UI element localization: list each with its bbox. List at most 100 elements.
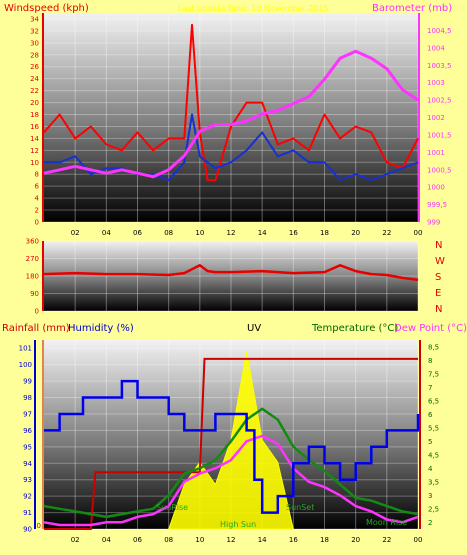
wind-x-tick-label: 10 <box>195 229 204 237</box>
weather-x-tick-label: 18 <box>320 536 329 544</box>
weather-x-tick-label: 20 <box>351 536 360 544</box>
barometer-y-tick-label: 999,5 <box>427 201 447 209</box>
temperature-axis-title: Temperature (°C) <box>311 323 398 334</box>
wind-plot-area <box>44 13 418 222</box>
wind-y-tick-label: 6 <box>35 183 40 191</box>
wind-y-tick-label: 4 <box>35 195 40 203</box>
temperature-y-tick-label: 7,5 <box>428 370 439 378</box>
high-sun-label: High Sun <box>220 520 256 529</box>
temperature-y-tick-label: 4 <box>428 465 433 473</box>
direction-y-tick-label: 360 <box>26 238 39 246</box>
compass-letter-e: E <box>435 288 441 299</box>
wind-y-tick-label: 32 <box>30 27 39 35</box>
wind-x-tick-label: 22 <box>382 229 391 237</box>
temperature-y-tick-label: 5 <box>428 438 432 446</box>
humidity-y-tick-label: 100 <box>19 361 32 369</box>
humidity-y-tick-label: 95 <box>23 443 32 451</box>
dewpoint-axis-title: Dew Point (°C) <box>394 323 467 334</box>
compass-letter-w: W <box>435 256 445 267</box>
wind-y-tick-label: 28 <box>30 51 39 59</box>
direction-plot-area <box>44 241 418 311</box>
temperature-y-tick-label: 5,5 <box>428 424 439 432</box>
wind-x-tick-label: 18 <box>320 229 329 237</box>
weather-x-tick-label: 02 <box>71 536 80 544</box>
barometer-y-tick-label: 1001 <box>427 149 445 157</box>
wind-y-tick-label: 34 <box>30 15 39 23</box>
wind-y-tick-label: 8 <box>35 171 39 179</box>
moon-rise-label: Moon Rise <box>366 518 407 527</box>
wind-y-tick-label: 18 <box>30 111 39 119</box>
direction-y-tick-label: 0 <box>35 308 39 316</box>
sunset-label: SunSet <box>286 503 314 512</box>
wind-x-tick-label: 20 <box>351 229 360 237</box>
compass-letter-n-top: N <box>435 240 442 251</box>
wind-y-tick-label: 26 <box>30 63 39 71</box>
humidity-y-tick-label: 96 <box>23 427 32 435</box>
humidity-y-tick-label: 98 <box>23 394 32 402</box>
humidity-y-tick-label: 90 <box>23 526 32 534</box>
temperature-y-tick-label: 3,5 <box>428 478 439 486</box>
wind-x-tick-label: 12 <box>227 229 236 237</box>
wind-x-tick-label: 00 <box>414 229 423 237</box>
compass-letter-n-bottom: N <box>435 304 442 315</box>
weather-x-tick-label: 06 <box>133 536 142 544</box>
temperature-y-tick-label: 6,5 <box>428 397 439 405</box>
temperature-y-tick-label: 7 <box>428 384 432 392</box>
barometer-y-tick-label: 1004,5 <box>427 27 452 35</box>
temperature-y-tick-label: 8,5 <box>428 343 439 351</box>
wind-y-tick-label: 12 <box>30 147 39 155</box>
direction-y-tick-label: 270 <box>26 255 39 263</box>
weather-x-tick-label: 14 <box>258 536 267 544</box>
weather-x-tick-label: 12 <box>227 536 236 544</box>
temperature-y-tick-label: 8 <box>428 357 432 365</box>
wind-speed-line <box>44 113 419 182</box>
weather-x-tick-label: 22 <box>382 536 391 544</box>
wind-x-tick-label: 14 <box>258 229 267 237</box>
weather-x-tick-label: 10 <box>195 536 204 544</box>
last-update-title: Last update time: 10 November 2015 <box>178 4 329 13</box>
barometer-y-tick-label: 1002,5 <box>427 97 452 105</box>
wind-direction-line <box>43 264 419 282</box>
wind-x-tick-label: 16 <box>289 229 298 237</box>
weather-x-tick-label: 16 <box>289 536 298 544</box>
rainfall-line <box>44 357 418 530</box>
wind-x-tick-label: 06 <box>133 229 142 237</box>
windspeed-axis-title: Windspeed (kph) <box>4 3 89 14</box>
direction-y-tick-label: 180 <box>26 273 39 281</box>
rain-y-tick-label: 0 <box>37 522 41 530</box>
humidity-y-tick-label: 91 <box>23 509 32 517</box>
dewpoint-line <box>43 434 419 527</box>
wind-y-tick-label: 10 <box>30 159 39 167</box>
temperature-y-tick-label: 4,5 <box>428 451 439 459</box>
temperature-line <box>43 407 419 519</box>
wind-y-tick-label: 22 <box>30 87 39 95</box>
temperature-y-tick-label: 2 <box>428 519 432 527</box>
humidity-y-tick-label: 101 <box>19 345 32 353</box>
barometer-y-tick-label: 999 <box>427 219 440 227</box>
direction-y-tick-label: 90 <box>30 290 39 298</box>
barometer-y-tick-label: 1003,5 <box>427 62 452 70</box>
barometer-y-tick-label: 1001,5 <box>427 131 452 139</box>
wind-y-tick-label: 24 <box>30 75 39 83</box>
compass-letters: N W S E N <box>435 240 445 315</box>
barometer-y-tick-label: 1003 <box>427 79 445 87</box>
wind-y-tick-label: 0 <box>35 219 39 227</box>
weather-x-tick-label: 08 <box>164 536 173 544</box>
humidity-axis-title: Humidity (%) <box>68 323 134 334</box>
temperature-y-tick-label: 3 <box>428 492 432 500</box>
wind-x-tick-label: 02 <box>71 229 80 237</box>
humidity-y-tick-label: 93 <box>23 476 32 484</box>
barometer-axis-title: Barometer (mb) <box>372 3 452 14</box>
wind-y-tick-label: 30 <box>30 39 39 47</box>
sunrise-label: SunRise <box>156 503 188 512</box>
barometer-line <box>43 49 419 179</box>
humidity-line <box>44 379 420 514</box>
wind-x-tick-label: 04 <box>102 229 111 237</box>
humidity-y-tick-label: 94 <box>23 460 32 468</box>
weather-x-tick-label: 00 <box>414 536 423 544</box>
wind-gust-line <box>43 23 419 182</box>
barometer-y-tick-label: 1000,5 <box>427 166 452 174</box>
humidity-y-tick-label: 92 <box>23 493 32 501</box>
temperature-y-tick-label: 6 <box>428 411 433 419</box>
